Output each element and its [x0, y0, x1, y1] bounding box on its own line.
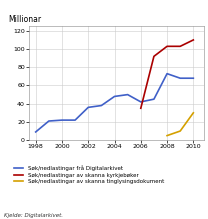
Text: Kjelde: Digitalarkivet.: Kjelde: Digitalarkivet. — [4, 213, 63, 218]
Text: Millionar: Millionar — [8, 15, 41, 24]
Legend: Søk/nedlastingar frå Digitalarkivet, Søk/nedlastingar av skanna kyrkjebøker, Søk: Søk/nedlastingar frå Digitalarkivet, Søk… — [14, 166, 164, 184]
